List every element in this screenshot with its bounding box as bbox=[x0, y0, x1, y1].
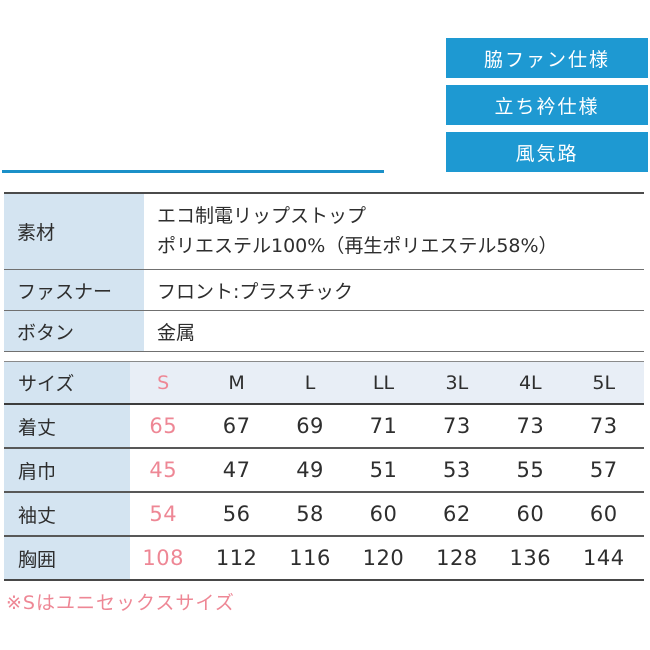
size-value: 67 bbox=[203, 404, 277, 449]
size-value: 53 bbox=[423, 448, 498, 493]
size-value: 54 bbox=[130, 492, 204, 537]
spec-value-material: エコ制電リップストップ ポリエステル100%（再生ポリエステル58%） bbox=[144, 193, 644, 270]
size-header-m: M bbox=[203, 361, 277, 405]
size-row-label: 肩巾 bbox=[4, 448, 130, 493]
size-row-sleeve-length: 袖丈 54 56 58 60 62 60 60 bbox=[4, 492, 644, 537]
size-value: 69 bbox=[276, 404, 351, 449]
spec-value-line: エコ制電リップストップ bbox=[157, 205, 367, 228]
material-spec-table: 素材 エコ制電リップストップ ポリエステル100%（再生ポリエステル58%） フ… bbox=[4, 192, 644, 352]
spec-row-button: ボタン 金属 bbox=[4, 310, 644, 352]
size-header-l: L bbox=[276, 361, 351, 405]
badge-air-path: 風気路 bbox=[446, 132, 648, 172]
size-header-ll: LL bbox=[350, 361, 424, 405]
size-row-chest: 胸囲 108 112 116 120 128 136 144 bbox=[4, 536, 644, 581]
spec-label-material: 素材 bbox=[4, 193, 144, 270]
size-value: 60 bbox=[497, 492, 571, 537]
size-value: 116 bbox=[276, 536, 351, 581]
feature-badge-list: 脇ファン仕様 立ち衿仕様 風気路 bbox=[446, 38, 648, 172]
size-value: 65 bbox=[130, 404, 204, 449]
size-value: 136 bbox=[497, 536, 571, 581]
size-value: 47 bbox=[203, 448, 277, 493]
size-header-4l: 4L bbox=[497, 361, 571, 405]
size-value: 51 bbox=[350, 448, 424, 493]
size-value: 73 bbox=[570, 404, 644, 449]
size-row-shoulder-width: 肩巾 45 47 49 51 53 55 57 bbox=[4, 448, 644, 493]
size-row-body-length: 着丈 65 67 69 71 73 73 73 bbox=[4, 404, 644, 449]
size-header-row: サイズ S M L LL 3L 4L 5L bbox=[4, 361, 644, 405]
size-value: 108 bbox=[130, 536, 204, 581]
size-value: 73 bbox=[497, 404, 571, 449]
spec-value-fastener: フロント:プラスチック bbox=[144, 269, 644, 311]
badge-label: 風気路 bbox=[515, 142, 579, 165]
size-value: 71 bbox=[350, 404, 424, 449]
size-row-label: 胸囲 bbox=[4, 536, 130, 581]
size-value: 57 bbox=[570, 448, 644, 493]
size-row-label: 着丈 bbox=[4, 404, 130, 449]
size-header-5l: 5L bbox=[570, 361, 644, 405]
size-header-label: サイズ bbox=[4, 361, 130, 405]
size-value: 55 bbox=[497, 448, 571, 493]
size-value: 58 bbox=[276, 492, 351, 537]
size-value: 56 bbox=[203, 492, 277, 537]
unisex-size-footnote: ※Sはユニセックスサイズ bbox=[6, 592, 235, 614]
size-row-label: 袖丈 bbox=[4, 492, 130, 537]
size-value: 144 bbox=[570, 536, 644, 581]
badge-side-fan-spec: 脇ファン仕様 bbox=[446, 38, 648, 78]
size-chart-table: サイズ S M L LL 3L 4L 5L 着丈 65 67 69 71 73 … bbox=[4, 361, 644, 581]
size-value: 62 bbox=[423, 492, 498, 537]
spec-label-button: ボタン bbox=[4, 310, 144, 352]
size-header-3l: 3L bbox=[423, 361, 498, 405]
size-value: 120 bbox=[350, 536, 424, 581]
spec-value-line: ポリエステル100%（再生ポリエステル58%） bbox=[157, 234, 558, 257]
badge-label: 立ち衿仕様 bbox=[494, 95, 600, 118]
size-header-s: S bbox=[130, 361, 204, 405]
spec-row-material: 素材 エコ制電リップストップ ポリエステル100%（再生ポリエステル58%） bbox=[4, 193, 644, 270]
size-value: 73 bbox=[423, 404, 498, 449]
spec-value-button: 金属 bbox=[144, 310, 644, 352]
section-divider-line bbox=[2, 170, 384, 173]
size-value: 128 bbox=[423, 536, 498, 581]
spec-row-fastener: ファスナー フロント:プラスチック bbox=[4, 269, 644, 311]
size-value: 60 bbox=[350, 492, 424, 537]
spec-label-fastener: ファスナー bbox=[4, 269, 144, 311]
size-value: 49 bbox=[276, 448, 351, 493]
size-value: 112 bbox=[203, 536, 277, 581]
badge-stand-collar-spec: 立ち衿仕様 bbox=[446, 85, 648, 125]
size-value: 45 bbox=[130, 448, 204, 493]
size-value: 60 bbox=[570, 492, 644, 537]
badge-label: 脇ファン仕様 bbox=[483, 48, 610, 71]
